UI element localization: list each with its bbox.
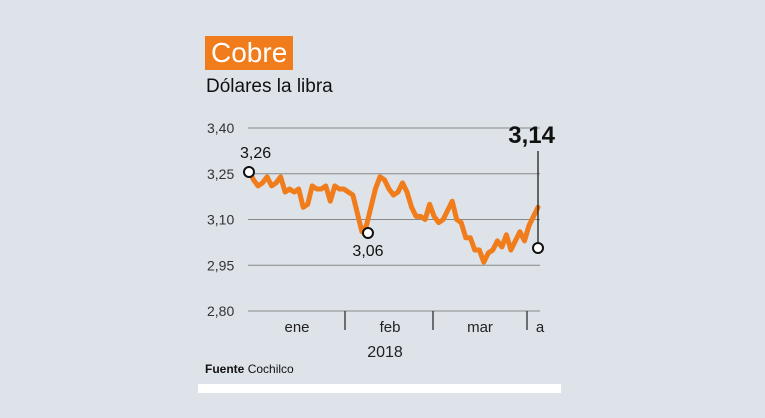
x-axis: ene feb mar a 2018 [284, 311, 545, 361]
start-value-label: 3,26 [240, 145, 271, 162]
x-tick-label: a [536, 319, 545, 336]
x-tick-label: feb [380, 319, 401, 336]
y-tick-label: 3,10 [207, 212, 234, 228]
x-tick-label: mar [467, 319, 493, 336]
y-tick-label: 3,40 [207, 120, 234, 136]
source-label: Fuente [205, 362, 245, 376]
latest-value-label: 3,14 [508, 122, 555, 149]
source-note: Fuente Cochilco [205, 362, 294, 376]
chart-subtitle: Dólares la libra [206, 76, 333, 97]
marker-dot [362, 227, 374, 239]
year-label: 2018 [367, 344, 403, 361]
bottom-bar [198, 384, 561, 393]
y-tick-label: 2,80 [207, 303, 234, 319]
copper-price-line [246, 168, 541, 265]
y-tick-label: 2,95 [207, 257, 234, 273]
low-value-label: 3,06 [352, 243, 383, 260]
y-axis: 3,40 3,25 3,10 2,95 2,80 [207, 120, 234, 319]
gridlines [248, 127, 540, 312]
marker-dot [532, 242, 544, 254]
source-value: Cochilco [247, 362, 294, 376]
y-tick-label: 3,25 [207, 166, 234, 182]
annotations: 3,26 3,06 3,14 [240, 122, 556, 260]
x-tick-label: ene [284, 319, 309, 336]
chart-title: Cobre [205, 36, 294, 70]
marker-dot [243, 166, 255, 178]
